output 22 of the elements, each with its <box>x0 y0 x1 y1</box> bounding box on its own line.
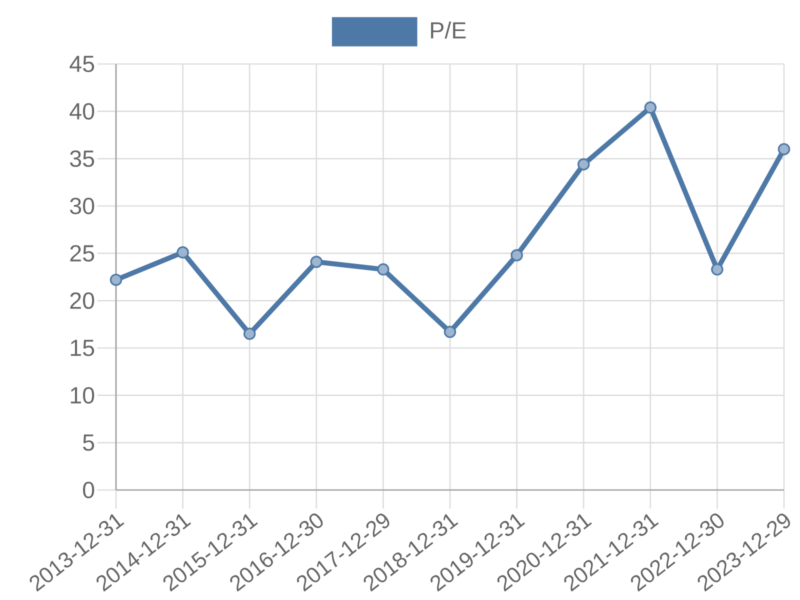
point <box>377 263 390 276</box>
point <box>176 246 189 259</box>
point <box>510 249 523 262</box>
y-tick-label: 5 <box>83 434 94 451</box>
y-tick-label: 45 <box>70 56 94 72</box>
point <box>110 274 122 286</box>
point <box>310 256 323 268</box>
point <box>243 328 256 340</box>
y-tick-label: 0 <box>83 482 94 498</box>
y-tick-label: 35 <box>70 150 94 167</box>
y-tick-label: 25 <box>70 245 94 262</box>
point <box>711 263 724 276</box>
y-tick-label: 30 <box>70 198 94 214</box>
point <box>577 158 590 170</box>
y-tick-label: 15 <box>70 340 94 356</box>
point <box>444 326 456 338</box>
point <box>778 143 790 156</box>
y-tick-label: 20 <box>70 292 94 309</box>
y-tick-label: 10 <box>70 387 94 404</box>
point <box>644 101 657 114</box>
y-tick-label: 40 <box>70 103 94 120</box>
legend-label: P/E <box>431 22 466 39</box>
